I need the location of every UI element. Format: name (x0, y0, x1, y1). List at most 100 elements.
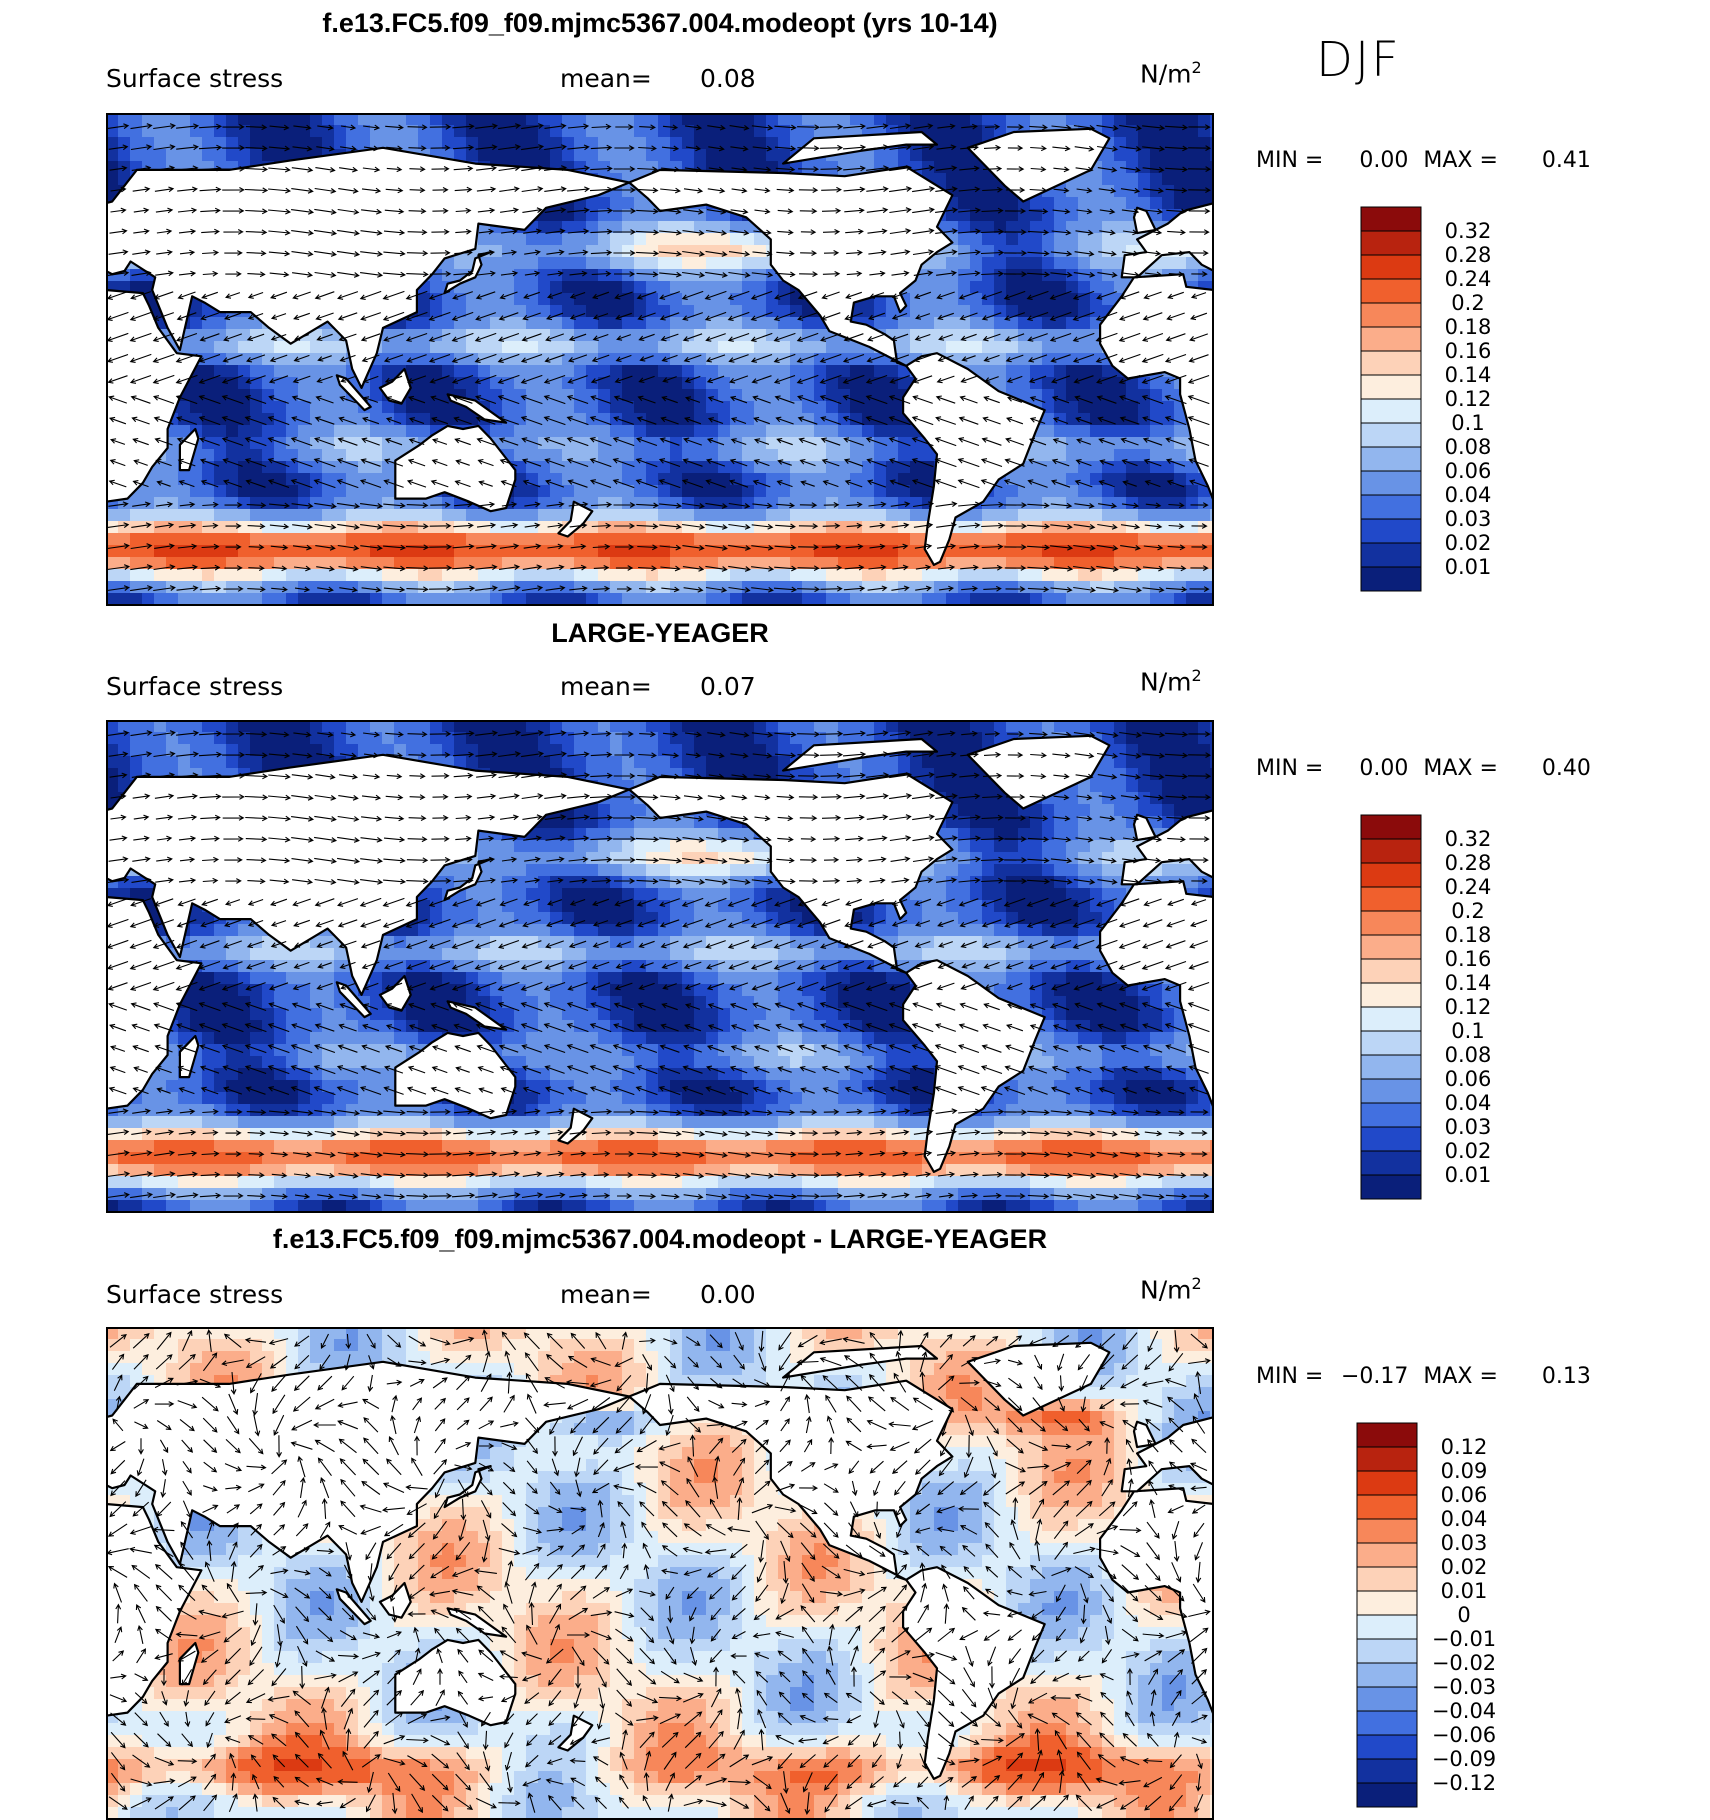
stress-cell (262, 533, 275, 546)
stress-cell (1006, 521, 1019, 534)
stress-cell (334, 425, 347, 438)
stress-cell (838, 533, 851, 546)
stress-cell (694, 305, 707, 318)
stress-cell (634, 377, 647, 390)
stress-cell (1102, 389, 1115, 402)
stress-cell (1138, 509, 1151, 522)
stress-cell (982, 281, 995, 294)
stress-cell (958, 581, 971, 594)
stress-cell (694, 581, 707, 594)
stress-cell (958, 173, 971, 186)
stress-cell (1126, 449, 1139, 462)
stress-cell (994, 293, 1007, 306)
stress-cell (730, 269, 743, 282)
stress-cell (754, 509, 767, 522)
stress-cell (574, 317, 587, 330)
stress-cell (430, 509, 443, 522)
stress-cell (874, 509, 887, 522)
stress-cell (790, 473, 803, 486)
stress-cell (1054, 197, 1067, 210)
stress-cell (550, 473, 563, 486)
stress-cell (454, 341, 467, 354)
stress-cell (382, 329, 395, 342)
stress-cell (490, 149, 503, 162)
stress-cell (730, 257, 743, 270)
stress-cell (922, 473, 935, 486)
stress-cell (826, 485, 839, 498)
stress-cell (586, 521, 599, 534)
stress-cell (718, 413, 731, 426)
stress-cell (334, 401, 347, 414)
stress-cell (1018, 569, 1031, 582)
stress-cell (670, 353, 683, 366)
stress-cell (1162, 149, 1175, 162)
stress-cell (514, 125, 527, 138)
stress-cell (190, 389, 203, 402)
stress-cell (382, 485, 395, 498)
stress-cell (886, 149, 899, 162)
stress-cell (1030, 569, 1043, 582)
stress-cell (694, 449, 707, 462)
stress-cell (778, 497, 791, 510)
stress-cell (550, 401, 563, 414)
stress-cell (982, 341, 995, 354)
stress-cell (694, 401, 707, 414)
stress-cell (850, 509, 863, 522)
stress-cell (502, 149, 515, 162)
stress-cell (550, 317, 563, 330)
stress-cell (730, 341, 743, 354)
stress-cell (178, 497, 191, 510)
stress-cell (346, 425, 359, 438)
stress-cell (1138, 533, 1151, 546)
stress-cell (694, 281, 707, 294)
stress-cell (1030, 533, 1043, 546)
stress-cell (658, 401, 671, 414)
stress-cell (526, 485, 539, 498)
stress-cell (934, 593, 947, 606)
stress-cell (886, 365, 899, 378)
stress-cell (322, 449, 335, 462)
stress-cell (250, 341, 263, 354)
stress-cell (478, 365, 491, 378)
panel-1-max-label: MAX = (1423, 148, 1498, 173)
stress-cell (958, 533, 971, 546)
stress-cell (850, 377, 863, 390)
stress-cell (658, 233, 671, 246)
stress-cell (442, 293, 455, 306)
stress-cell (610, 305, 623, 318)
stress-cell (310, 365, 323, 378)
stress-cell (754, 341, 767, 354)
stress-cell (358, 533, 371, 546)
stress-cell (826, 569, 839, 582)
stress-cell (1114, 425, 1127, 438)
stress-cell (1042, 461, 1055, 474)
stress-cell (250, 533, 263, 546)
stress-cell (334, 485, 347, 498)
stress-cell (958, 281, 971, 294)
season-label: DJF (1316, 32, 1401, 88)
stress-cell (382, 509, 395, 522)
stress-cell (430, 593, 443, 606)
stress-cell (1198, 161, 1211, 174)
stress-cell (898, 509, 911, 522)
stress-cell (1006, 269, 1019, 282)
stress-cell (886, 449, 899, 462)
stress-cell (418, 593, 431, 606)
stress-cell (238, 593, 251, 606)
stress-cell (922, 281, 935, 294)
stress-cell (802, 161, 815, 174)
stress-cell (694, 389, 707, 402)
stress-cell (442, 413, 455, 426)
stress-cell (1006, 593, 1019, 606)
stress-cell (982, 257, 995, 270)
stress-cell (550, 149, 563, 162)
stress-cell (970, 569, 983, 582)
stress-cell (1006, 341, 1019, 354)
stress-cell (706, 269, 719, 282)
stress-cell (298, 533, 311, 546)
stress-cell (610, 341, 623, 354)
stress-cell (634, 245, 647, 258)
stress-cell (586, 485, 599, 498)
stress-cell (778, 485, 791, 498)
stress-cell (658, 425, 671, 438)
